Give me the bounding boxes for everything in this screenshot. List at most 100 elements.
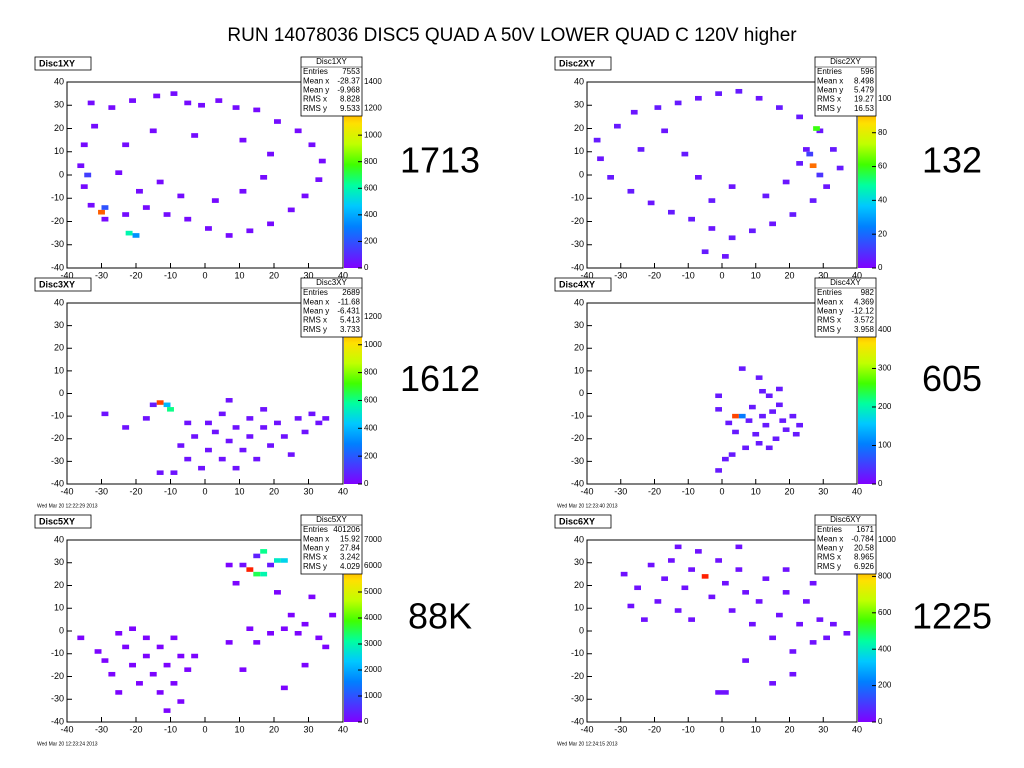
x-tick-label: -40 bbox=[60, 270, 73, 280]
z-tick-label: 600 bbox=[364, 183, 378, 192]
cell bbox=[654, 105, 662, 110]
y-tick-label: -10 bbox=[571, 193, 584, 203]
cell bbox=[218, 411, 226, 417]
cell bbox=[274, 119, 281, 124]
z-tick-label: 1200 bbox=[364, 312, 382, 321]
cell bbox=[191, 434, 199, 439]
count-annotation: 1612 bbox=[400, 358, 480, 399]
cell bbox=[156, 644, 164, 650]
stats-value: 15.92 bbox=[340, 534, 361, 543]
cell bbox=[301, 621, 309, 627]
z-tick-label: 300 bbox=[878, 364, 892, 373]
y-tick-label: -30 bbox=[571, 694, 584, 704]
cell bbox=[142, 205, 150, 210]
cell bbox=[674, 100, 682, 106]
cell bbox=[253, 107, 261, 113]
cell bbox=[163, 402, 171, 408]
cell bbox=[91, 123, 99, 129]
cell bbox=[688, 567, 695, 572]
y-tick-label: -20 bbox=[51, 216, 64, 226]
cell bbox=[796, 114, 803, 120]
title-box bbox=[554, 514, 612, 529]
title-box bbox=[34, 514, 92, 529]
x-tick-label: 10 bbox=[234, 724, 244, 734]
z-tick-label: 1000 bbox=[364, 340, 382, 349]
stats-value: 3.733 bbox=[340, 325, 361, 334]
cell bbox=[823, 184, 830, 189]
cell bbox=[708, 594, 716, 600]
palette-bar bbox=[858, 82, 876, 268]
z-tick-label: 20 bbox=[878, 229, 887, 238]
cell bbox=[94, 649, 102, 654]
cell bbox=[98, 209, 105, 215]
x-tick-label: 40 bbox=[852, 724, 862, 734]
cell bbox=[813, 126, 820, 131]
cell bbox=[149, 671, 157, 677]
cell bbox=[782, 567, 790, 572]
cell bbox=[142, 653, 150, 659]
cell bbox=[153, 93, 161, 99]
cell bbox=[315, 177, 323, 182]
z-tick-label: 1400 bbox=[364, 77, 382, 86]
cell bbox=[627, 188, 635, 194]
x-tick-label: -30 bbox=[95, 270, 108, 280]
cell bbox=[246, 567, 254, 572]
cell bbox=[809, 163, 817, 169]
cell bbox=[749, 621, 756, 627]
cell bbox=[755, 441, 763, 446]
plot-frame bbox=[66, 302, 344, 485]
cell bbox=[129, 98, 136, 103]
title-box bbox=[34, 277, 92, 292]
x-tick-label: -40 bbox=[580, 724, 593, 734]
cell bbox=[728, 608, 736, 613]
cell bbox=[728, 235, 736, 241]
cell bbox=[681, 151, 689, 157]
x-tick-label: 30 bbox=[303, 270, 313, 280]
x-tick-label: 40 bbox=[852, 270, 862, 280]
cell bbox=[776, 386, 783, 392]
cell bbox=[728, 452, 736, 457]
cell bbox=[101, 658, 109, 663]
x-tick-label: 10 bbox=[751, 270, 761, 280]
y-tick-label: -10 bbox=[571, 648, 584, 658]
x-tick-label: -10 bbox=[682, 724, 695, 734]
cell bbox=[253, 571, 261, 577]
cell bbox=[122, 142, 130, 148]
stats-label: Entries bbox=[817, 67, 842, 76]
z-tick-label: 200 bbox=[364, 451, 378, 460]
cell bbox=[184, 420, 192, 426]
x-tick-label: 20 bbox=[784, 724, 794, 734]
x-tick-label: -40 bbox=[60, 486, 73, 496]
cell bbox=[779, 418, 787, 423]
stats-value: -12.12 bbox=[851, 307, 874, 316]
y-tick-label: 0 bbox=[579, 169, 584, 179]
date-stamp: Wed Mar 20 12:23:24 2013 bbox=[37, 741, 98, 747]
title-box bbox=[554, 277, 612, 292]
cell bbox=[322, 416, 330, 421]
cell bbox=[742, 658, 749, 663]
cell bbox=[267, 631, 274, 636]
cell bbox=[634, 585, 641, 591]
y-tick-label: 10 bbox=[574, 603, 584, 613]
stats-value: 3.242 bbox=[340, 553, 361, 562]
cell bbox=[246, 416, 254, 421]
cell bbox=[308, 142, 316, 148]
cell bbox=[769, 635, 776, 641]
cell bbox=[184, 216, 192, 222]
cell bbox=[620, 571, 628, 577]
cell bbox=[769, 409, 776, 414]
cell bbox=[260, 407, 268, 412]
x-tick-label: -10 bbox=[164, 724, 177, 734]
stats-title: Disc6XY bbox=[830, 515, 861, 524]
y-tick-label: -20 bbox=[571, 433, 584, 443]
stats-label: RMS y bbox=[303, 562, 327, 571]
cell bbox=[607, 175, 614, 180]
cell bbox=[115, 631, 123, 636]
cell bbox=[765, 445, 773, 451]
cell bbox=[122, 212, 130, 217]
z-tick-label: 7000 bbox=[364, 535, 382, 544]
z-tick-label: 200 bbox=[878, 402, 892, 411]
palette-bar bbox=[344, 303, 362, 484]
z-tick-label: 4000 bbox=[364, 613, 382, 622]
x-tick-label: 20 bbox=[269, 270, 279, 280]
